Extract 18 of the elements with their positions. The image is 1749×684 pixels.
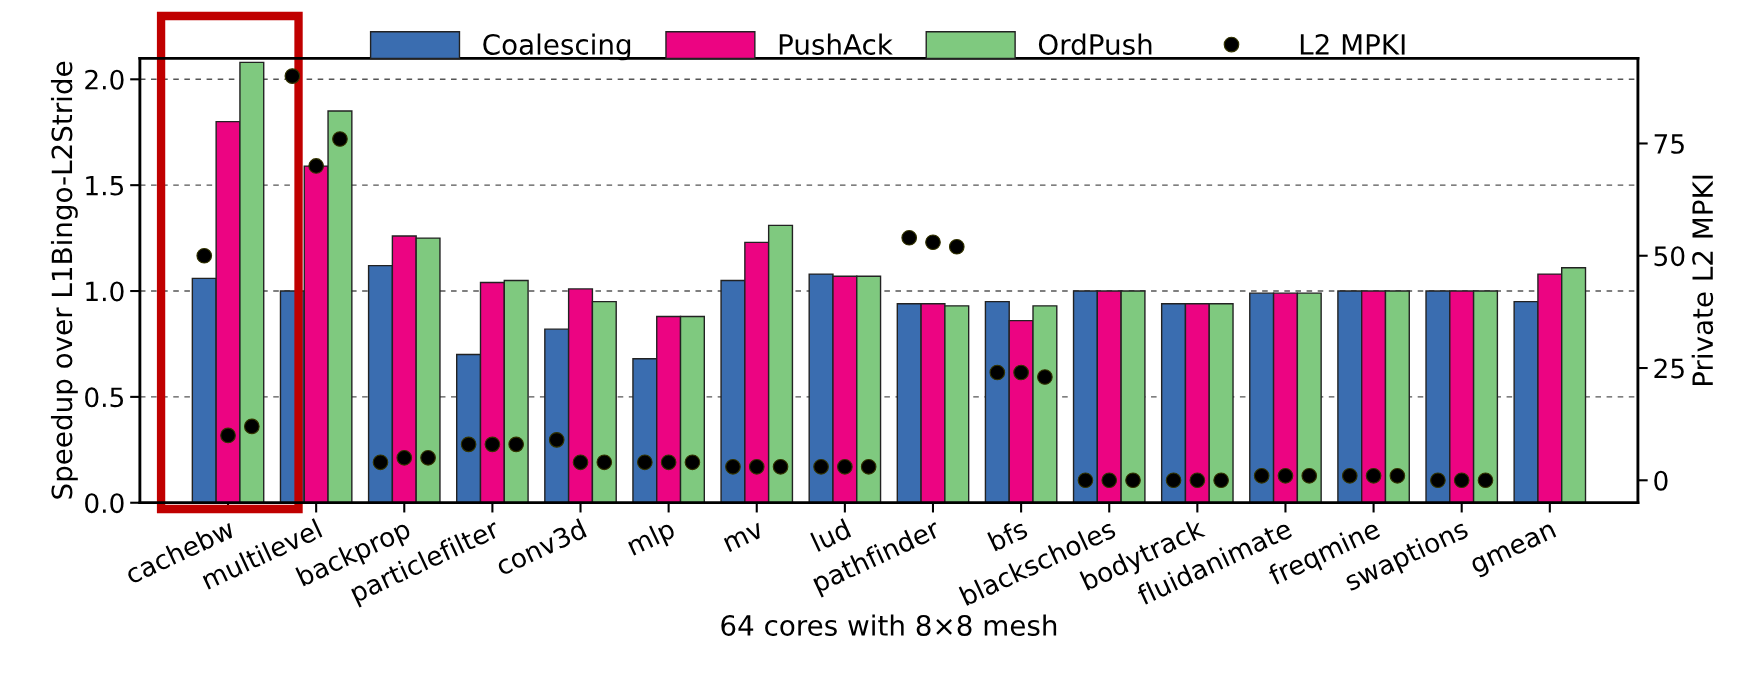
y2-tick-label: 25 [1654, 358, 1684, 379]
y-tick-label: 0.0 [85, 493, 124, 514]
y2-tick-label: 75 [1654, 134, 1684, 154]
y2-axis-title: Private L2 MPKI [1691, 175, 1714, 386]
legend-label: Coalescing [483, 33, 631, 61]
y-tick-label: 0.5 [85, 387, 124, 408]
y2-tick-label: 50 [1654, 246, 1685, 267]
y-axis-title: Speedup over L1Bingo-L2Stride [50, 61, 78, 499]
legend-label: L2 MPKI [1300, 33, 1405, 55]
y-tick-label: 1.0 [86, 281, 124, 302]
legend-label: OrdPush [1038, 33, 1152, 55]
x-tick-label: mv [723, 522, 765, 552]
y-tick-label: 2.0 [85, 69, 124, 90]
legend-label: PushAck [779, 33, 893, 55]
x-tick-label: mlp [625, 517, 679, 561]
y2-tick-label: 0 [1654, 470, 1668, 491]
y-tick-label: 1.5 [86, 175, 124, 196]
x-axis-title: 64 cores with 8×8 mesh [721, 614, 1057, 636]
